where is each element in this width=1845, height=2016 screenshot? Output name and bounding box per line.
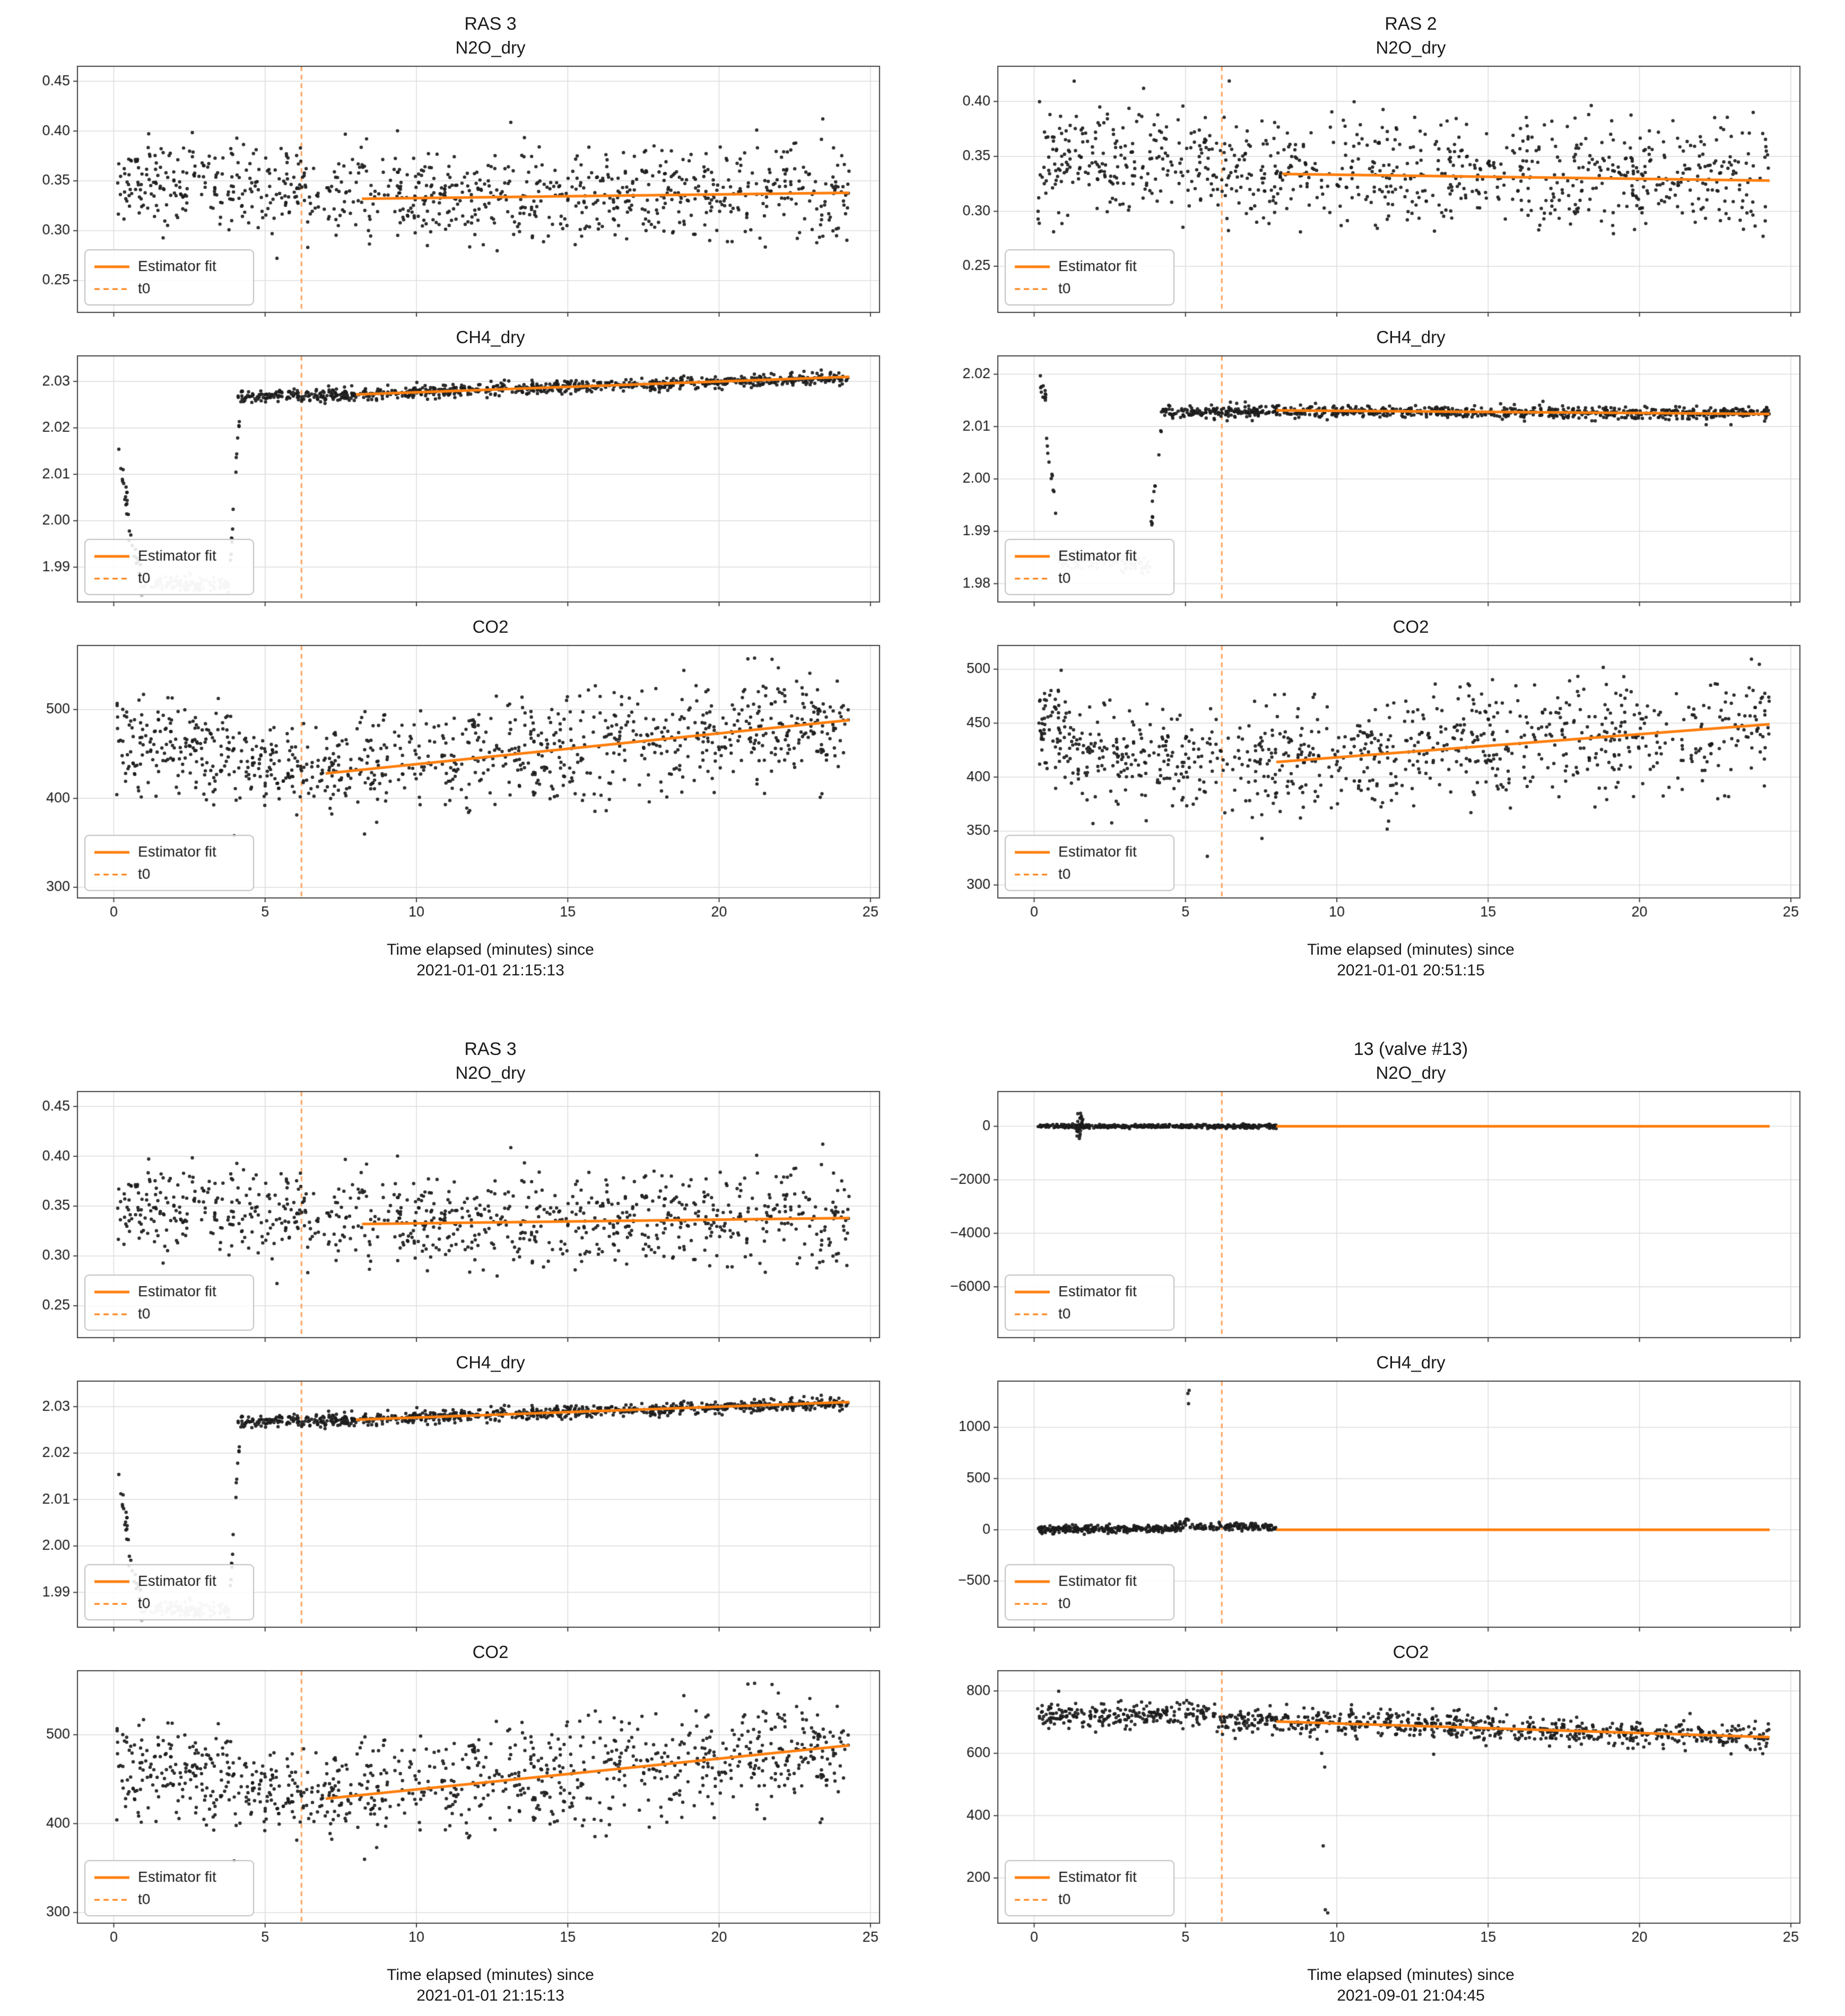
x-axis-label-line1: Time elapsed (minutes) since [1307,1966,1515,1984]
subplot-title-n2o: N2O_dry [1376,1063,1446,1083]
subplot-title-co2: CO2 [1393,1642,1429,1662]
subplot-valve13-ch4: CH4_dry [933,1352,1832,1635]
subplot-ras3-bottom-n2o: N2O_dry [13,1063,912,1345]
subplot-ras3-top-co2: CO2 [13,617,912,932]
subplot-ras3-top-n2o: N2O_dry [13,38,912,320]
x-axis-label-line2: 2021-01-01 21:15:13 [416,962,564,979]
x-axis-label-line1: Time elapsed (minutes) since [387,941,594,958]
group-title-ras3-bottom: RAS 3 [464,1039,517,1059]
panel-ras3-top: RAS 3 N2O_dry CH4_dry CO2 Time elapsed (… [13,14,912,981]
plot-canvas-ras3-top-co2 [13,639,888,932]
subplot-ras2-ch4: CH4_dry [933,327,1832,609]
plot-canvas-ras3-top-n2o [13,60,888,320]
plot-canvas-valve13-ch4 [933,1375,1808,1635]
x-axis-label-line2: 2021-01-01 21:15:13 [416,1987,564,2004]
subplot-title-n2o: N2O_dry [1376,38,1446,57]
subplot-title-co2: CO2 [472,1642,509,1662]
subplot-title-n2o: N2O_dry [455,38,526,57]
subplot-ras3-top-ch4: CH4_dry [13,327,912,609]
x-axis-label-ras3-top: Time elapsed (minutes) since 2021-01-01 … [69,939,912,981]
subplot-title-ch4: CH4_dry [456,327,525,347]
subplot-title-n2o: N2O_dry [455,1063,526,1083]
x-axis-label-line2: 2021-09-01 21:04:45 [1337,1987,1485,2004]
plot-canvas-ras3-bottom-ch4 [13,1375,888,1635]
subplot-title-co2: CO2 [1393,617,1429,636]
x-axis-label-ras3-bottom: Time elapsed (minutes) since 2021-01-01 … [69,1965,912,2006]
subplot-ras3-bottom-ch4: CH4_dry [13,1352,912,1635]
subplot-ras3-bottom-co2: CO2 [13,1642,912,1957]
x-axis-label-line2: 2021-01-01 20:51:15 [1337,962,1485,979]
x-axis-label-ras2: Time elapsed (minutes) since 2021-01-01 … [989,939,1832,981]
panel-ras2: RAS 2 N2O_dry CH4_dry CO2 Time elapsed (… [933,14,1832,981]
subplot-title-ch4: CH4_dry [1376,327,1446,347]
plot-canvas-valve13-n2o [933,1085,1808,1345]
subplot-valve13-n2o: N2O_dry [933,1063,1832,1345]
plot-canvas-ras3-bottom-n2o [13,1085,888,1345]
plot-canvas-ras2-n2o [933,60,1808,320]
subplot-title-co2: CO2 [472,617,509,636]
subplot-ras2-co2: CO2 [933,617,1832,932]
panel-valve13: 13 (valve #13) N2O_dry CH4_dry CO2 Time … [933,1039,1832,2006]
subplot-title-ch4: CH4_dry [456,1352,525,1372]
plot-canvas-ras3-bottom-co2 [13,1664,888,1957]
plot-canvas-ras2-ch4 [933,350,1808,609]
subplot-valve13-co2: CO2 [933,1642,1832,1957]
plot-canvas-valve13-co2 [933,1664,1808,1957]
x-axis-label-valve13: Time elapsed (minutes) since 2021-09-01 … [989,1965,1832,2006]
subplot-ras2-n2o: N2O_dry [933,38,1832,320]
subplot-title-ch4: CH4_dry [1376,1352,1446,1372]
group-title-valve13: 13 (valve #13) [1353,1039,1468,1059]
plot-canvas-ras3-top-ch4 [13,350,888,609]
plot-canvas-ras2-co2 [933,639,1808,932]
group-title-ras2: RAS 2 [1385,14,1437,34]
group-title-ras3-top: RAS 3 [464,14,517,34]
panel-ras3-bottom: RAS 3 N2O_dry CH4_dry CO2 Time elapsed (… [13,1039,912,2006]
x-axis-label-line1: Time elapsed (minutes) since [1307,941,1515,958]
x-axis-label-line1: Time elapsed (minutes) since [387,1966,594,1984]
